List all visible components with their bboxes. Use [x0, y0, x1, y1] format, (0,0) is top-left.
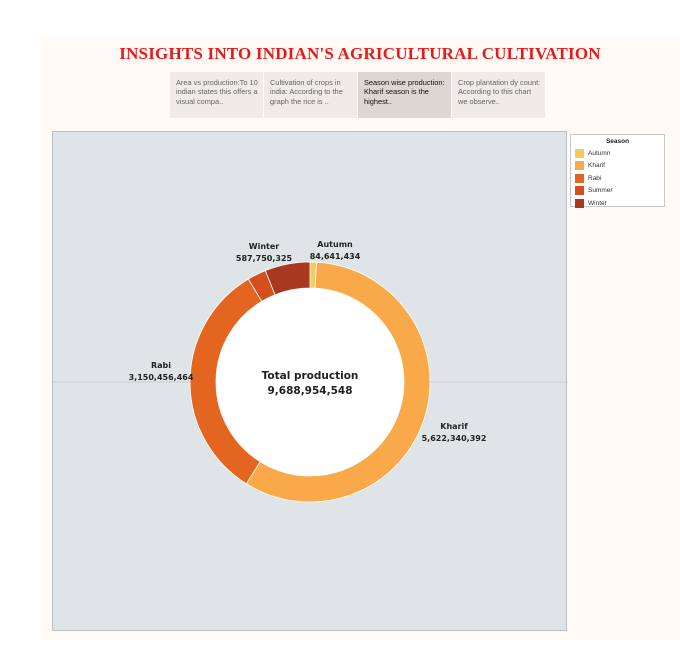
legend-title: Season: [605, 138, 630, 145]
legend-item-autumn[interactable]: Autumn: [575, 147, 660, 160]
legend-label: Autumn: [588, 149, 611, 157]
legend-label: Kharif: [588, 162, 605, 170]
center-label: Total production: [262, 370, 359, 382]
legend-swatch: [575, 148, 584, 158]
dashboard-title: INSIGHTS INTO INDIAN'S AGRICULTURAL CULT…: [119, 44, 601, 63]
legend-swatch: [575, 161, 584, 171]
legend-item-winter[interactable]: Winter: [575, 197, 660, 210]
legend-item-summer[interactable]: Summer: [575, 185, 660, 198]
story-point-text: Area vs production:To 10 indian states t…: [176, 78, 258, 106]
chart-panel: Total production 9,688,954,548 Autumn 84…: [52, 131, 568, 631]
donut-slices: [189, 261, 431, 503]
slice-label-rabi-value: 3,150,456,464: [129, 373, 194, 382]
season-legend: Season Autumn Kharif Rabi Summer Winter: [570, 134, 665, 210]
slice-label-rabi-name: Rabi: [151, 361, 171, 370]
center-value: 9,688,954,548: [267, 385, 352, 397]
legend-label: Summer: [588, 187, 613, 195]
story-point-area-vs-production[interactable]: Area vs production:To 10 indian states t…: [170, 72, 263, 118]
story-point-season-wise-production[interactable]: Season wise production: Kharif season is…: [358, 72, 451, 118]
donut-hole: [216, 288, 404, 476]
story-point-text: Cultivation of crops in india: According…: [270, 78, 343, 106]
story-point-text: Season wise production: Kharif season is…: [364, 78, 445, 106]
slice-label-winter-name: Winter: [249, 242, 280, 251]
slice-label-autumn-name: Autumn: [317, 240, 353, 249]
story-navigator: Area vs production:To 10 indian states t…: [170, 72, 545, 118]
legend-swatch: [575, 186, 584, 196]
donut-chart: Total production 9,688,954,548 Autumn 84…: [53, 240, 568, 503]
legend-item-kharif[interactable]: Kharif: [575, 160, 660, 173]
slice-label-autumn-value: 84,641,434: [310, 252, 361, 261]
legend-label: Rabi: [588, 174, 602, 182]
story-point-cultivation-of-crops[interactable]: Cultivation of crops in india: According…: [264, 72, 357, 118]
legend-swatch: [575, 173, 584, 183]
legend-swatch: [575, 198, 584, 208]
story-point-text: Crop plantation dy count: According to t…: [458, 78, 541, 106]
legend-item-rabi[interactable]: Rabi: [575, 172, 660, 185]
slice-label-kharif-value: 5,622,340,392: [422, 434, 487, 443]
slice-label-kharif-name: Kharif: [440, 422, 468, 431]
slice-label-winter-value: 587,750,325: [236, 254, 293, 263]
story-point-crop-plantation[interactable]: Crop plantation dy count: According to t…: [452, 72, 545, 118]
legend-label: Winter: [588, 199, 607, 207]
